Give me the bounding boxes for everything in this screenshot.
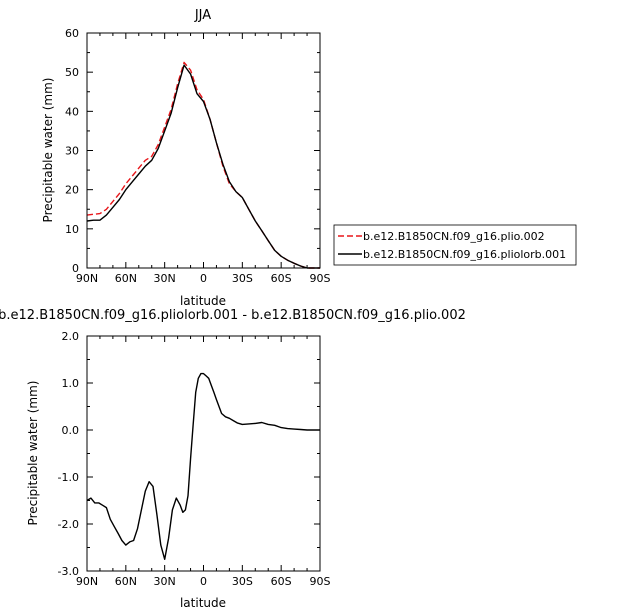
x-tick-label: 30S	[232, 575, 253, 588]
difference-panel: b.e12.B1850CN.f09_g16.pliolorb.001 - b.e…	[0, 308, 466, 610]
precipitable-water-panel: JJA 90N 60N 30N 0 30S 60S 90S 0 10 20 30 40 50 60 la…	[41, 8, 577, 308]
panel-title: JJA	[194, 8, 211, 23]
legend-box	[333, 224, 577, 266]
x-tick-label: 90N	[76, 575, 98, 588]
series-group	[86, 372, 320, 560]
y-tick-label: 0	[72, 262, 79, 275]
series-line-0-0	[86, 61, 320, 269]
x-tick-label: 30S	[232, 272, 253, 285]
series-group	[86, 61, 320, 269]
y-tick-label: 0.0	[62, 424, 80, 437]
y-tick-label: 30	[65, 145, 79, 158]
y-tick-label: -1.0	[58, 471, 79, 484]
x-tick-label: 0	[200, 272, 207, 285]
y-tick-label: 1.0	[62, 377, 80, 390]
panel-title: b.e12.B1850CN.f09_g16.pliolorb.001 - b.e…	[0, 308, 466, 323]
x-tick-label: 90S	[310, 575, 331, 588]
y-tick-label: 20	[65, 184, 79, 197]
x-tick-label: 0	[200, 575, 207, 588]
x-axis-ticks: 90N 60N 30N 0 30S 60S 90S	[76, 336, 331, 588]
y-tick-label: 10	[65, 223, 79, 236]
y-tick-label: 2.0	[62, 330, 80, 343]
y-axis-ticks: 0 10 20 30 40 50 60	[65, 27, 320, 275]
x-tick-label: 30N	[154, 575, 176, 588]
series-line-0-1	[86, 64, 320, 269]
series-line-1-0	[86, 372, 320, 560]
x-tick-label: 60S	[271, 575, 292, 588]
y-tick-label: -2.0	[58, 518, 79, 531]
x-tick-label: 30N	[154, 272, 176, 285]
y-tick-label: -3.0	[58, 565, 79, 578]
x-axis-ticks: 90N 60N 30N 0 30S 60S 90S	[76, 33, 331, 285]
x-tick-label: 60N	[115, 272, 137, 285]
y-tick-label: 60	[65, 27, 79, 40]
x-tick-label: 90S	[310, 272, 331, 285]
y-tick-label: 50	[65, 66, 79, 79]
x-tick-label: 90N	[76, 272, 98, 285]
legend-label-plio: b.e12.B1850CN.f09_g16.plio.002	[363, 230, 545, 243]
legend-label-pliolorb: b.e12.B1850CN.f09_g16.pliolorb.001	[363, 248, 566, 261]
x-tick-label: 60S	[271, 272, 292, 285]
plot-frame	[86, 32, 321, 269]
y-axis-ticks: -3.0 -2.0 -1.0 0.0 1.0 2.0	[58, 330, 320, 578]
x-tick-label: 60N	[115, 575, 137, 588]
plot-frame	[86, 335, 321, 572]
legend: b.e12.B1850CN.f09_g16.plio.002 b.e12.B18…	[333, 224, 577, 266]
y-tick-label: 40	[65, 105, 79, 118]
x-axis-label: latitude	[180, 596, 226, 610]
y-axis-label: Precipitable water (mm)	[41, 78, 55, 223]
y-axis-label: Precipitable water (mm)	[26, 381, 40, 526]
x-axis-label: latitude	[180, 294, 226, 308]
